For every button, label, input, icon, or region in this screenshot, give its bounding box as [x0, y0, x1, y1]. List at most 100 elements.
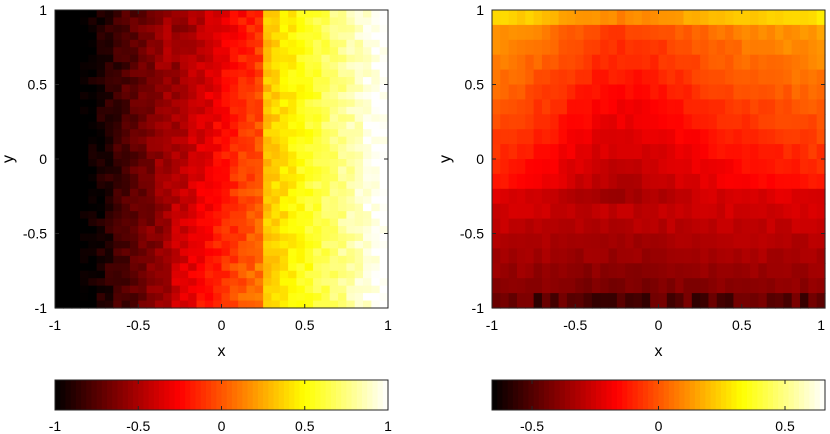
- heatmap-cell: [179, 129, 189, 138]
- heatmap-cell: [254, 62, 264, 71]
- heatmap-cell: [625, 188, 635, 205]
- heatmap-cell: [221, 278, 231, 287]
- heatmap-cell: [625, 99, 635, 115]
- heatmap-cell: [146, 121, 156, 130]
- heatmap-cell: [63, 196, 73, 205]
- heatmap-cell: [213, 114, 223, 123]
- heatmap-cell: [533, 129, 543, 145]
- heatmap-cell: [154, 77, 164, 86]
- heatmap-cell: [708, 248, 718, 264]
- heatmap-cell: [146, 293, 156, 302]
- heatmap-cell: [263, 248, 273, 257]
- heatmap-cell: [791, 173, 801, 190]
- heatmap-cell: [179, 248, 189, 257]
- heatmap-cell: [96, 114, 106, 123]
- heatmap-cell: [138, 136, 148, 145]
- heatmap-cell: [758, 218, 768, 235]
- heatmap-cell: [716, 173, 726, 190]
- heatmap-cell: [658, 233, 668, 249]
- heatmap-cell: [379, 17, 389, 26]
- heatmap-cell: [154, 24, 164, 33]
- heatmap-cell: [171, 285, 181, 294]
- heatmap-cell: [229, 17, 239, 26]
- heatmap-cell: [221, 248, 231, 257]
- heatmap-cell: [725, 129, 735, 145]
- heatmap-cell: [79, 84, 89, 93]
- heatmap-cell: [179, 188, 189, 197]
- heatmap-cell: [541, 114, 551, 130]
- heatmap-cell: [616, 144, 626, 160]
- heatmap-cell: [691, 129, 701, 145]
- heatmap-cell: [55, 47, 64, 56]
- heatmap-cell: [321, 69, 331, 78]
- heatmap-cell: [171, 263, 181, 272]
- heatmap-cell: [129, 159, 139, 168]
- heatmap-cell: [138, 181, 148, 190]
- heatmap-cell: [146, 114, 156, 123]
- heatmap-cell: [304, 211, 314, 220]
- heatmap-cell: [304, 10, 314, 19]
- heatmap-cell: [55, 106, 64, 115]
- heatmap-cell: [229, 129, 239, 138]
- heatmap-cell: [321, 99, 331, 108]
- heatmap-cell: [808, 173, 818, 190]
- heatmap-cell: [321, 263, 331, 272]
- heatmap-cell: [196, 285, 206, 294]
- heatmap-cell: [716, 293, 726, 309]
- heatmap-cell: [338, 69, 347, 78]
- heatmap-cell: [96, 240, 106, 249]
- heatmap-cell: [566, 159, 576, 175]
- heatmap-cell: [650, 10, 660, 26]
- heatmap-cell: [683, 173, 693, 190]
- heatmap-cell: [213, 196, 223, 205]
- heatmap-cell: [204, 32, 214, 41]
- heatmap-cell: [492, 278, 501, 294]
- heatmap-cell: [741, 263, 751, 279]
- heatmap-cell: [716, 233, 726, 249]
- heatmap-cell: [666, 99, 676, 115]
- heatmap-cell: [279, 99, 289, 108]
- heatmap-cell: [608, 69, 618, 86]
- heatmap-cell: [129, 17, 139, 26]
- heatmap-cell: [791, 129, 801, 145]
- heatmap-cell: [313, 203, 322, 212]
- heatmap-cell: [516, 248, 526, 264]
- heatmap-cell: [725, 233, 735, 249]
- heatmap-cell: [791, 144, 801, 160]
- heatmap-cell: [63, 211, 73, 220]
- heatmap-cell: [179, 62, 189, 71]
- heatmap-cell: [354, 144, 364, 153]
- heatmap-cell: [583, 24, 593, 41]
- heatmap-cell: [271, 32, 281, 41]
- heatmap-cell: [204, 226, 214, 235]
- heatmap-cell: [379, 10, 389, 19]
- heatmap-cell: [716, 114, 726, 130]
- heatmap-cell: [691, 24, 701, 41]
- heatmap-cell: [204, 114, 214, 123]
- heatmap-cell: [171, 106, 181, 115]
- colorbar-segment: [783, 380, 790, 410]
- heatmap-cell: [313, 240, 322, 249]
- heatmap-cell: [204, 17, 214, 26]
- heatmap-cell: [641, 99, 651, 115]
- heatmap-cell: [363, 188, 372, 197]
- heatmap-cell: [229, 285, 239, 294]
- heatmap-cell: [750, 159, 759, 175]
- heatmap-cell: [296, 255, 306, 264]
- heatmap-cell: [329, 24, 339, 33]
- heatmap-cell: [658, 99, 668, 115]
- heatmap-cell: [79, 278, 89, 287]
- heatmap-cell: [800, 278, 809, 294]
- heatmap-cell: [171, 91, 181, 100]
- heatmap-cell: [575, 293, 585, 309]
- heatmap-cell: [263, 47, 273, 56]
- heatmap-cell: [213, 84, 223, 93]
- heatmap-cell: [541, 233, 551, 249]
- heatmap-cell: [733, 159, 743, 175]
- heatmap-cell: [213, 24, 223, 33]
- heatmap-cell: [238, 159, 248, 168]
- heatmap-cell: [675, 203, 685, 220]
- heatmap-cell: [88, 47, 98, 56]
- heatmap-cell: [55, 32, 64, 41]
- heatmap-cell: [558, 10, 568, 26]
